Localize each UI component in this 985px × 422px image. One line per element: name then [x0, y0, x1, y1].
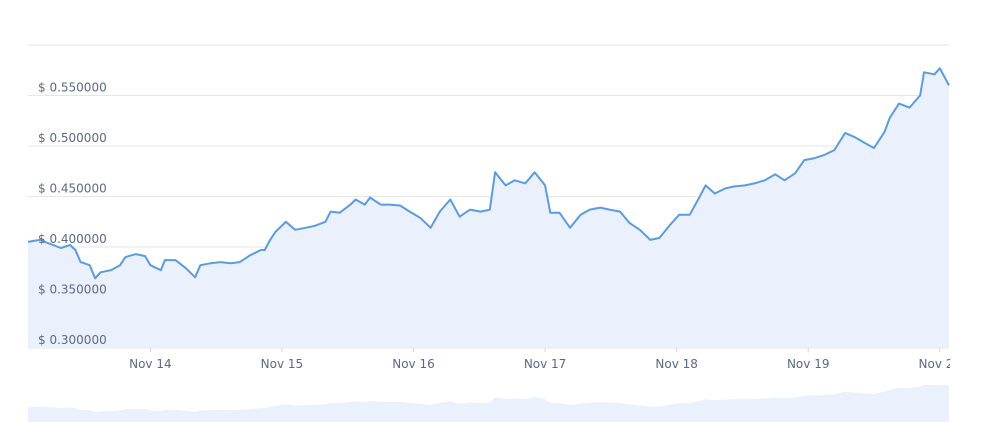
- x-tick-label: Nov 15: [261, 357, 304, 371]
- y-tick-label: $ 0.500000: [38, 131, 107, 145]
- y-tick-label: $ 0.300000: [38, 333, 107, 347]
- y-tick-label: $ 0.450000: [38, 182, 107, 196]
- y-tick-label: $ 0.350000: [38, 283, 107, 297]
- navigator-area: [28, 385, 949, 422]
- x-tick-label: Nov 19: [787, 357, 830, 371]
- x-tick-label: Nov 17: [524, 357, 567, 371]
- price-line: [27, 67, 950, 280]
- y-tick-label: $ 0.400000: [38, 232, 107, 246]
- x-tick-label: Nov 20: [919, 357, 962, 371]
- x-tick-label: Nov 14: [129, 357, 172, 371]
- x-tick-label: Nov 18: [655, 357, 698, 371]
- y-tick-label: $ 0.550000: [38, 81, 107, 95]
- x-tick-label: Nov 16: [392, 357, 435, 371]
- x-axis-labels: Nov 14 Nov 15 Nov 16 Nov 17 Nov 18 Nov 19 Nov …: [129, 357, 962, 371]
- area-fill: [28, 68, 949, 348]
